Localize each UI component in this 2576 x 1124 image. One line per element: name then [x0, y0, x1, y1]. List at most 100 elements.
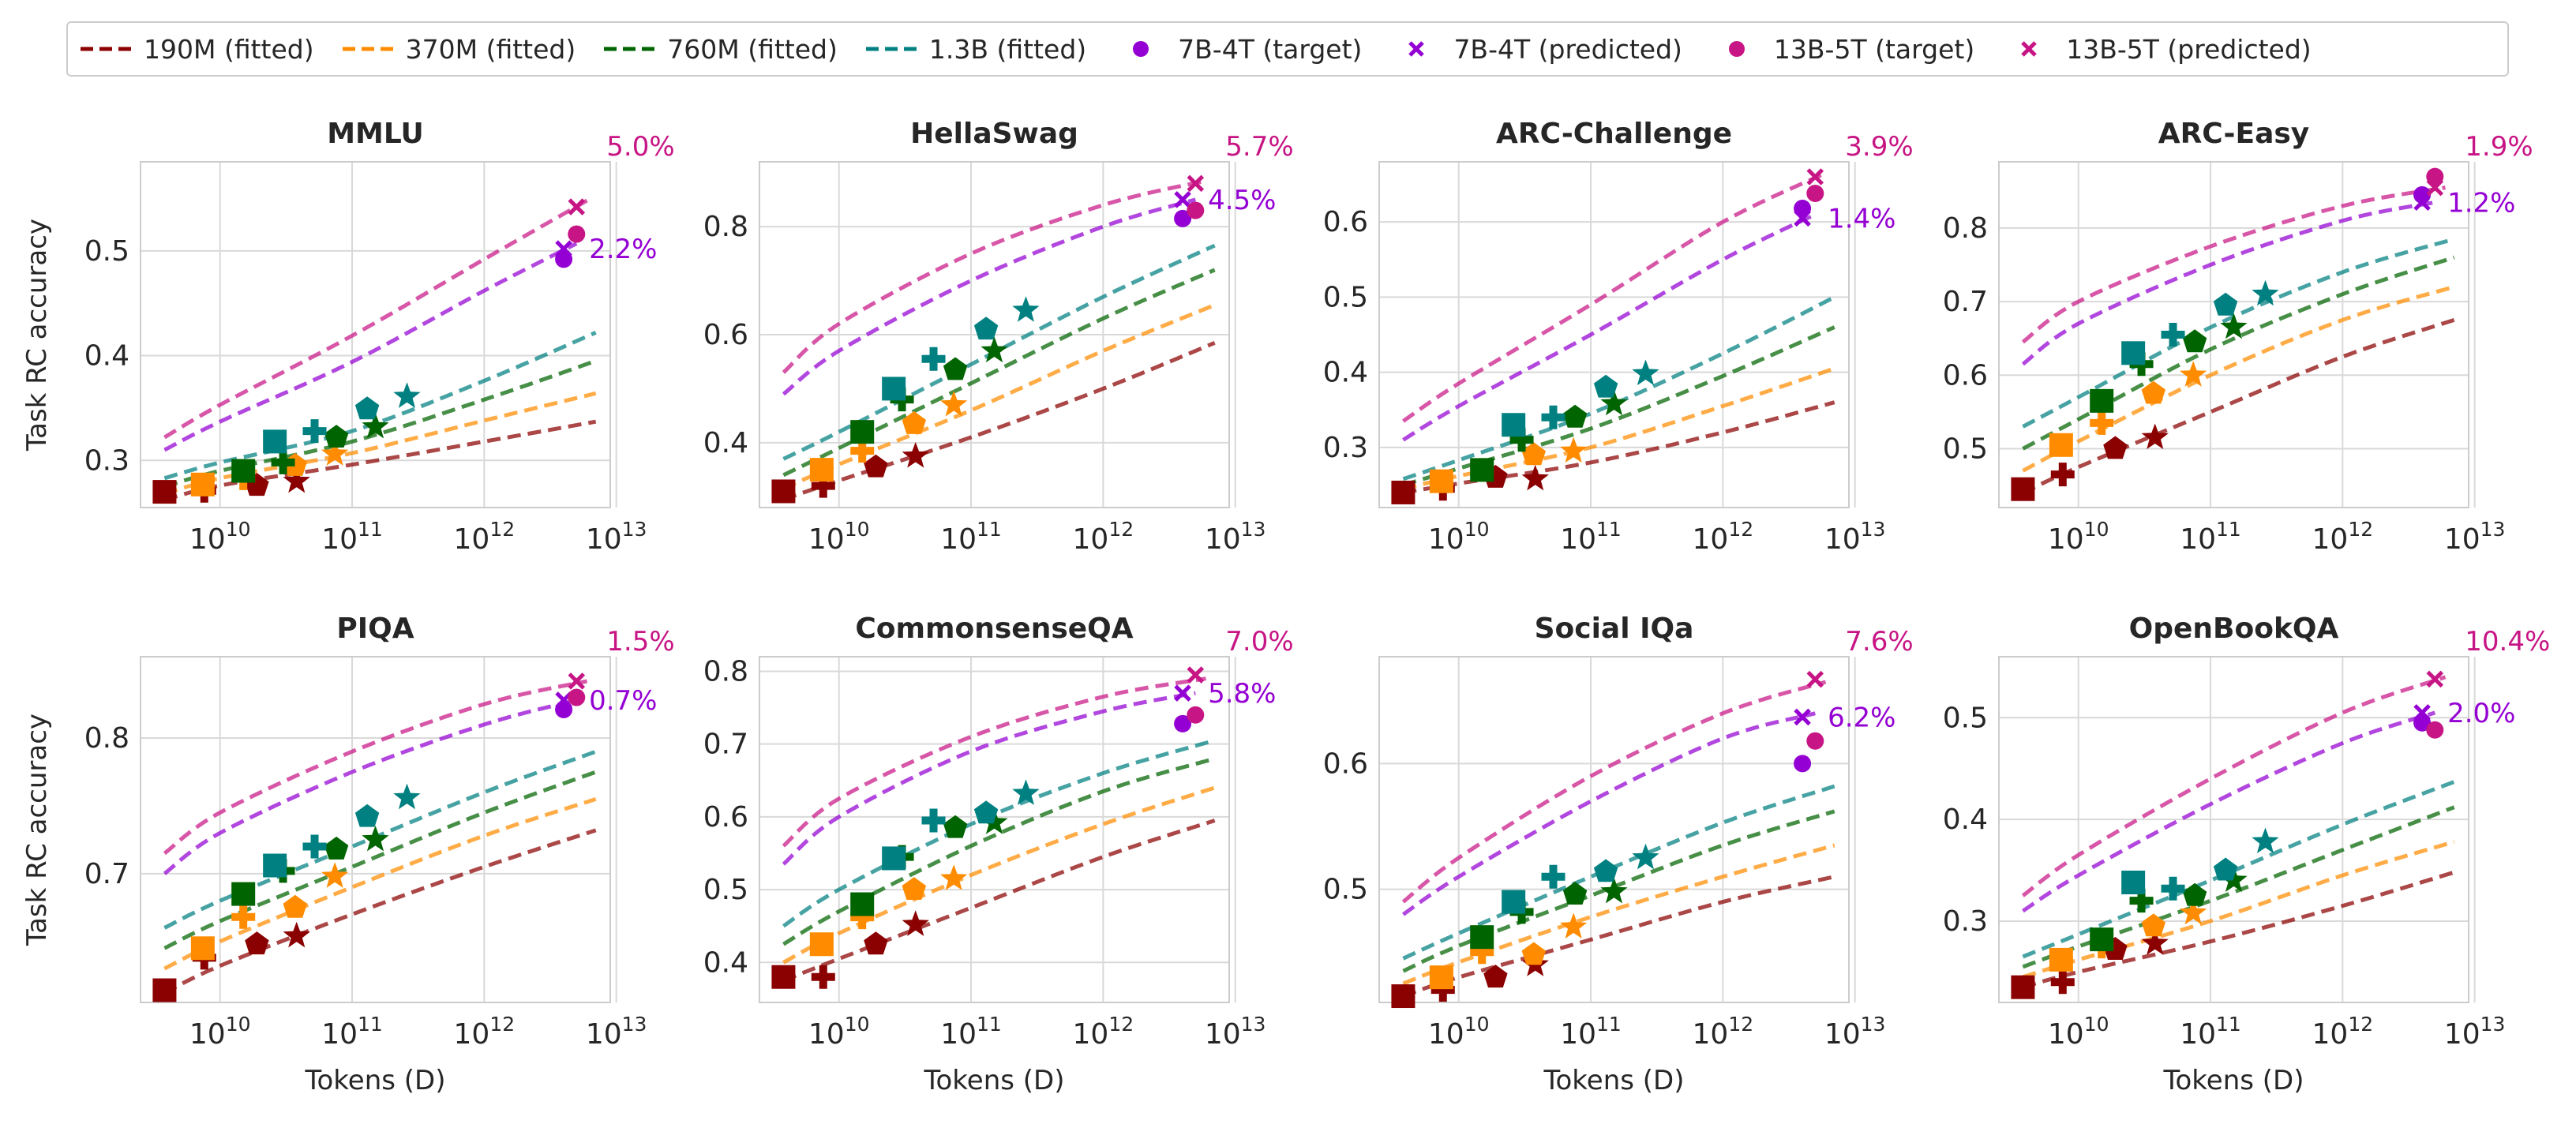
x-tick-label: 1011 — [940, 518, 1002, 556]
plot-area — [141, 162, 610, 508]
y-tick-label: 0.8 — [703, 211, 748, 243]
x-tick-label: 1013 — [1824, 518, 1886, 556]
point-1-3b-pentagon — [973, 800, 999, 824]
point-190m-plus — [1430, 978, 1455, 1002]
point-13b-5t-x — [568, 673, 586, 690]
point-7b-4t-x — [1174, 684, 1191, 702]
point-190m-square — [152, 480, 177, 504]
legend-swatch-dot — [1728, 41, 1745, 57]
x-tick-label: 1013 — [1205, 518, 1266, 556]
x-tick-label: 1012 — [1693, 1013, 1754, 1051]
point-190m-plus — [811, 965, 835, 989]
legend-label: 370M (fitted) — [405, 33, 576, 65]
point-13b-5t-dot — [1187, 706, 1205, 724]
x-tick-label: 1012 — [1693, 518, 1754, 556]
legend-entry-7b-4t-predicted: 7B-4T (predicted) — [1389, 34, 1682, 65]
x-tick-label: 1011 — [2180, 1013, 2241, 1051]
point-1-3b-star — [1632, 843, 1659, 870]
point-1-3b-star — [2252, 279, 2279, 306]
point-1-3b-plus — [2161, 876, 2185, 901]
fit-line-370m — [2022, 840, 2455, 980]
x-tick-label: 1012 — [1073, 518, 1134, 556]
panel-title: PIQA — [336, 613, 414, 645]
panel-title: HellaSwag — [910, 118, 1078, 150]
annotation-7b-4t: 4.5% — [1208, 185, 1276, 216]
fit-line-760m — [163, 358, 597, 489]
point-1-3b-pentagon — [2213, 857, 2238, 881]
point-13b-5t-dot — [2426, 721, 2444, 739]
point-1-3b-pentagon — [973, 317, 999, 340]
point-370m-square — [809, 932, 834, 957]
point-370m-square — [190, 936, 215, 961]
point-190m-star — [2141, 423, 2169, 449]
point-1-3b-square — [1502, 890, 1526, 914]
legend-entry-13b-5t-target: 13B-5T (target) — [1709, 34, 1974, 65]
point-190m-square — [2011, 477, 2035, 501]
legend-entry-7b-4t-target: 7B-4T (target) — [1113, 34, 1362, 65]
point-7b-4t-x — [2413, 704, 2431, 721]
annotation-13b-5t: 5.7% — [1225, 131, 1293, 163]
x-tick-label: 1013 — [1824, 1013, 1886, 1051]
fit-line-760m — [782, 268, 1216, 478]
x-tick-label: 1012 — [1073, 1013, 1134, 1051]
point-760m-square — [1470, 925, 1494, 950]
y-tick-label: 0.3 — [1323, 432, 1368, 464]
annotation-7b-4t: 2.2% — [589, 234, 657, 265]
annotation-7b-4t: 0.7% — [589, 685, 657, 717]
legend-entry-760m-fitted: 760M (fitted) — [602, 34, 838, 65]
point-190m-star — [902, 442, 929, 468]
fit-line-7b-4t — [163, 698, 577, 875]
point-13b-5t-x — [2426, 178, 2444, 197]
fit-line-370m — [1402, 366, 1835, 491]
x-tick-label: 1011 — [1560, 1013, 1622, 1051]
x-tick-label: 1011 — [321, 518, 383, 556]
x-tick-label: 1010 — [189, 1013, 251, 1051]
point-760m-pentagon — [943, 815, 968, 838]
point-760m-star — [981, 336, 1008, 363]
y-tick-label: 0.6 — [1943, 359, 1988, 392]
panel-title: CommonsenseQA — [855, 613, 1133, 645]
point-370m-pentagon — [283, 894, 307, 918]
y-tick-label: 0.5 — [1943, 433, 1988, 465]
point-190m-square — [1391, 480, 1415, 504]
fit-line-7b-4t — [2022, 710, 2436, 913]
point-1-3b-star — [1012, 779, 1040, 805]
point-190m-square — [771, 479, 796, 504]
panel-mmlu: 1010 1011 1012 1013 0.3 0.4 0.5 5.0% 2.2% MMLU Tas… — [21, 118, 675, 556]
fit-line-13b-5t — [2021, 185, 2446, 344]
point-760m-square — [2090, 388, 2114, 413]
y-tick-label: 0.7 — [703, 729, 748, 761]
point-7b-4t-dot — [1174, 714, 1192, 732]
point-370m-square — [2049, 947, 2073, 972]
point-13b-5t-x — [1806, 670, 1824, 688]
point-760m-square — [850, 892, 875, 916]
point-1-3b-pentagon — [1593, 859, 1618, 882]
point-7b-4t-x — [1794, 708, 1811, 726]
point-13b-5t-x — [2426, 670, 2444, 688]
point-13b-5t-dot — [1806, 184, 1824, 202]
panel-openbookqa: 1010 1011 1012 1013 0.3 0.4 0.5 10.4% 2.0% OpenBo… — [1943, 613, 2551, 1096]
plot-area — [1999, 162, 2469, 508]
x-tick-label: 1010 — [808, 518, 870, 556]
x-tick-label: 1010 — [2048, 1013, 2109, 1051]
point-370m-star — [2180, 361, 2207, 387]
legend-swatch-line — [604, 47, 657, 51]
y-tick-label: 0.6 — [1323, 206, 1368, 238]
point-760m-star — [1600, 389, 1628, 416]
legend-swatch-dot — [1133, 41, 1149, 57]
point-370m-star — [321, 862, 349, 888]
x-tick-label: 1013 — [2444, 518, 2506, 556]
panel-title: MMLU — [327, 118, 424, 150]
point-1-3b-pentagon — [2213, 292, 2238, 316]
point-190m-pentagon — [2103, 436, 2128, 459]
point-1-3b-square — [882, 377, 906, 401]
legend-label: 7B-4T (target) — [1178, 33, 1363, 65]
point-370m-star — [940, 864, 968, 890]
plot-frame — [1998, 656, 2469, 1003]
annotation-7b-4t: 1.4% — [1828, 203, 1895, 234]
x-axis-label: Tokens (D) — [2163, 1065, 2304, 1096]
point-760m-pentagon — [2182, 882, 2207, 906]
point-1-3b-star — [393, 382, 421, 408]
point-1-3b-pentagon — [354, 804, 380, 827]
y-tick-label: 0.4 — [703, 427, 748, 459]
